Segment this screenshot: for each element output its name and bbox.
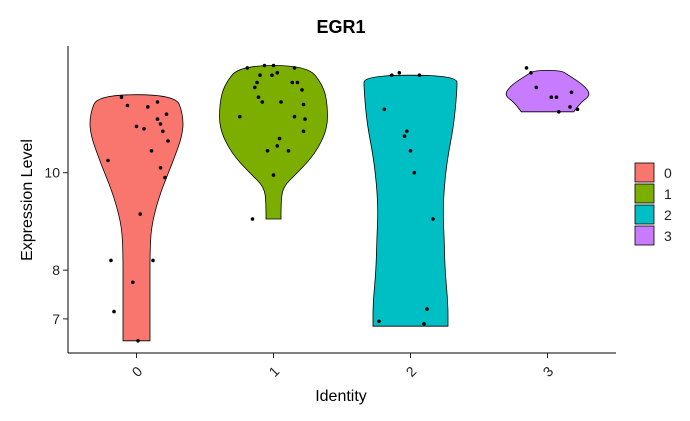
data-point-1-18 [290, 80, 295, 85]
x-tick-label-0: 0 [129, 363, 146, 380]
x-tick-label-2: 2 [403, 363, 420, 380]
y-axis-ticks: 7 8 10 [44, 165, 68, 327]
data-point-0-16 [164, 112, 169, 116]
data-point-1-6 [301, 129, 306, 134]
data-point-2-2 [425, 307, 429, 311]
data-point-0-9 [149, 149, 154, 153]
data-point-2-4 [412, 170, 417, 175]
x-tick-label-1: 1 [266, 363, 283, 380]
legend-label-1: 1 [664, 186, 672, 202]
x-tick-label-3: 3 [540, 363, 557, 380]
data-point-2-9 [390, 73, 394, 77]
data-point-0-13 [142, 127, 146, 131]
data-point-0-15 [155, 117, 160, 121]
legend-label-2: 2 [664, 207, 672, 223]
legend-swatch-0 [634, 162, 655, 183]
legend-label-0: 0 [664, 165, 672, 181]
data-point-1-24 [245, 66, 250, 70]
data-point-0-4 [151, 258, 155, 263]
data-point-0-7 [106, 158, 110, 163]
data-point-2-6 [402, 134, 407, 138]
data-point-3-3 [549, 95, 554, 99]
data-point-3-4 [554, 95, 559, 99]
data-point-0-20 [155, 100, 160, 104]
data-point-0-5 [138, 212, 143, 216]
data-point-1-25 [271, 63, 276, 68]
x-axis-ticks: 0 1 2 3 [129, 353, 557, 380]
data-point-1-11 [260, 100, 265, 104]
data-point-1-22 [262, 63, 267, 68]
legend-swatch-3 [634, 225, 655, 246]
data-point-1-10 [301, 102, 306, 107]
data-point-3-8 [575, 107, 580, 112]
data-point-2-10 [417, 73, 422, 77]
y-tick-label-8: 8 [52, 262, 60, 278]
data-point-1-0 [250, 217, 255, 221]
data-point-3-0 [524, 66, 529, 70]
data-point-2-1 [422, 322, 426, 326]
data-point-0-2 [131, 280, 135, 285]
data-point-0-11 [161, 129, 165, 134]
legend-swatch-1 [634, 183, 655, 204]
data-point-3-1 [529, 71, 533, 75]
data-point-1-17 [255, 80, 259, 85]
violin-2 [363, 74, 458, 327]
legend-swatch-2 [634, 204, 655, 225]
data-point-1-15 [295, 80, 300, 85]
violin-1 [219, 65, 328, 220]
data-point-1-19 [270, 73, 274, 77]
data-point-1-2 [265, 149, 270, 153]
data-point-0-14 [158, 122, 163, 126]
legend: 0 1 2 3 [634, 162, 672, 246]
data-point-2-11 [397, 71, 402, 75]
data-point-1-5 [277, 136, 282, 141]
y-axis-label: Expression Level [19, 139, 36, 261]
y-tick-label-10: 10 [44, 165, 60, 181]
data-point-2-5 [408, 149, 413, 153]
data-point-1-1 [271, 173, 276, 177]
data-point-1-4 [275, 144, 280, 148]
data-point-0-10 [166, 139, 170, 143]
data-point-1-20 [275, 71, 280, 75]
data-point-1-8 [292, 114, 297, 119]
data-point-0-6 [163, 175, 167, 180]
data-point-2-0 [377, 319, 381, 324]
violin-0 [89, 94, 184, 342]
data-point-0-18 [119, 95, 124, 99]
data-point-0-12 [134, 124, 139, 129]
data-point-0-1 [112, 309, 116, 314]
data-point-3-5 [569, 90, 574, 95]
data-point-2-3 [431, 217, 435, 221]
data-point-0-0 [136, 339, 140, 343]
data-point-2-8 [382, 107, 387, 112]
data-point-3-2 [534, 85, 539, 90]
data-point-1-16 [253, 85, 257, 90]
data-point-1-21 [258, 73, 262, 77]
x-axis-label: Identity [315, 388, 367, 405]
legend-label-3: 3 [664, 228, 672, 244]
data-point-2-7 [405, 129, 409, 134]
data-point-0-19 [125, 103, 130, 108]
y-tick-label-7: 7 [52, 311, 60, 327]
plot-area [89, 63, 590, 343]
data-point-1-12 [279, 100, 283, 104]
data-point-1-7 [303, 117, 307, 121]
data-point-0-3 [109, 258, 113, 263]
chart-title: EGR1 [316, 17, 365, 37]
data-point-3-6 [557, 110, 561, 114]
data-point-0-17 [146, 105, 150, 109]
data-point-1-9 [238, 114, 242, 119]
violin-3 [505, 69, 590, 113]
data-point-1-3 [286, 149, 291, 153]
data-point-1-23 [292, 66, 297, 70]
data-point-1-14 [300, 88, 304, 92]
data-point-1-13 [256, 95, 261, 99]
data-point-3-7 [568, 105, 572, 109]
data-point-0-8 [158, 166, 163, 170]
